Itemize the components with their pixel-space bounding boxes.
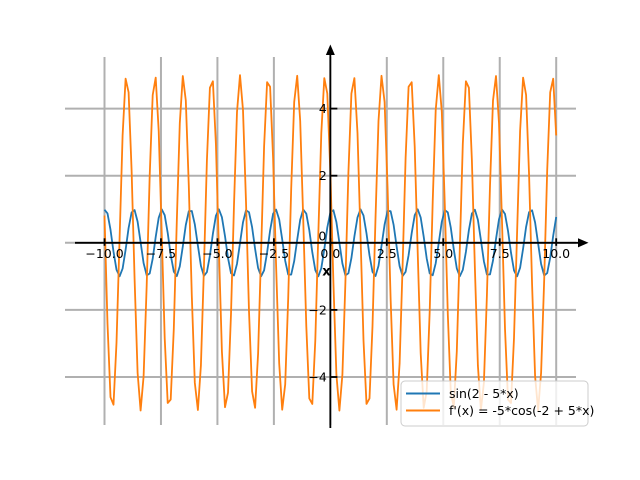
x-tick-label: −10.0: [85, 246, 123, 261]
y-tick-label: 4: [319, 101, 327, 116]
legend-frame: [400, 380, 589, 427]
legend-label-derivative: f'(x) = -5*cos(-2 + 5*x): [449, 403, 594, 418]
x-tick-label: 5.0: [433, 246, 453, 261]
legend-label-sin: sin(2 - 5*x): [449, 386, 519, 401]
y-tick-label: −4: [308, 370, 326, 385]
tick-layer: −10.0 −7.5 −5.0 −2.5 0.0 2.5 5.0 7.5 10.0 −4 −2 0 2 4: [85, 101, 570, 384]
y-tick-label: 2: [319, 168, 327, 183]
x-tick-label: −7.5: [146, 246, 176, 261]
x-axis-arrow-icon: [578, 238, 589, 248]
x-tick-label: 7.5: [490, 246, 510, 261]
legend: sin(2 - 5*x) f'(x) = -5*cos(-2 + 5*x): [400, 380, 594, 427]
y-tick-label: 0: [318, 228, 326, 243]
y-tick-label: −2: [308, 302, 326, 317]
x-tick-label: 0.0: [320, 246, 340, 261]
y-axis-arrow-icon: [325, 44, 335, 55]
x-tick-label: 2.5: [377, 246, 397, 261]
x-axis-title: x: [322, 265, 331, 280]
x-tick-label: −2.5: [259, 246, 289, 261]
x-tick-label: 10.0: [542, 246, 570, 261]
x-tick-label: −5.0: [202, 246, 232, 261]
